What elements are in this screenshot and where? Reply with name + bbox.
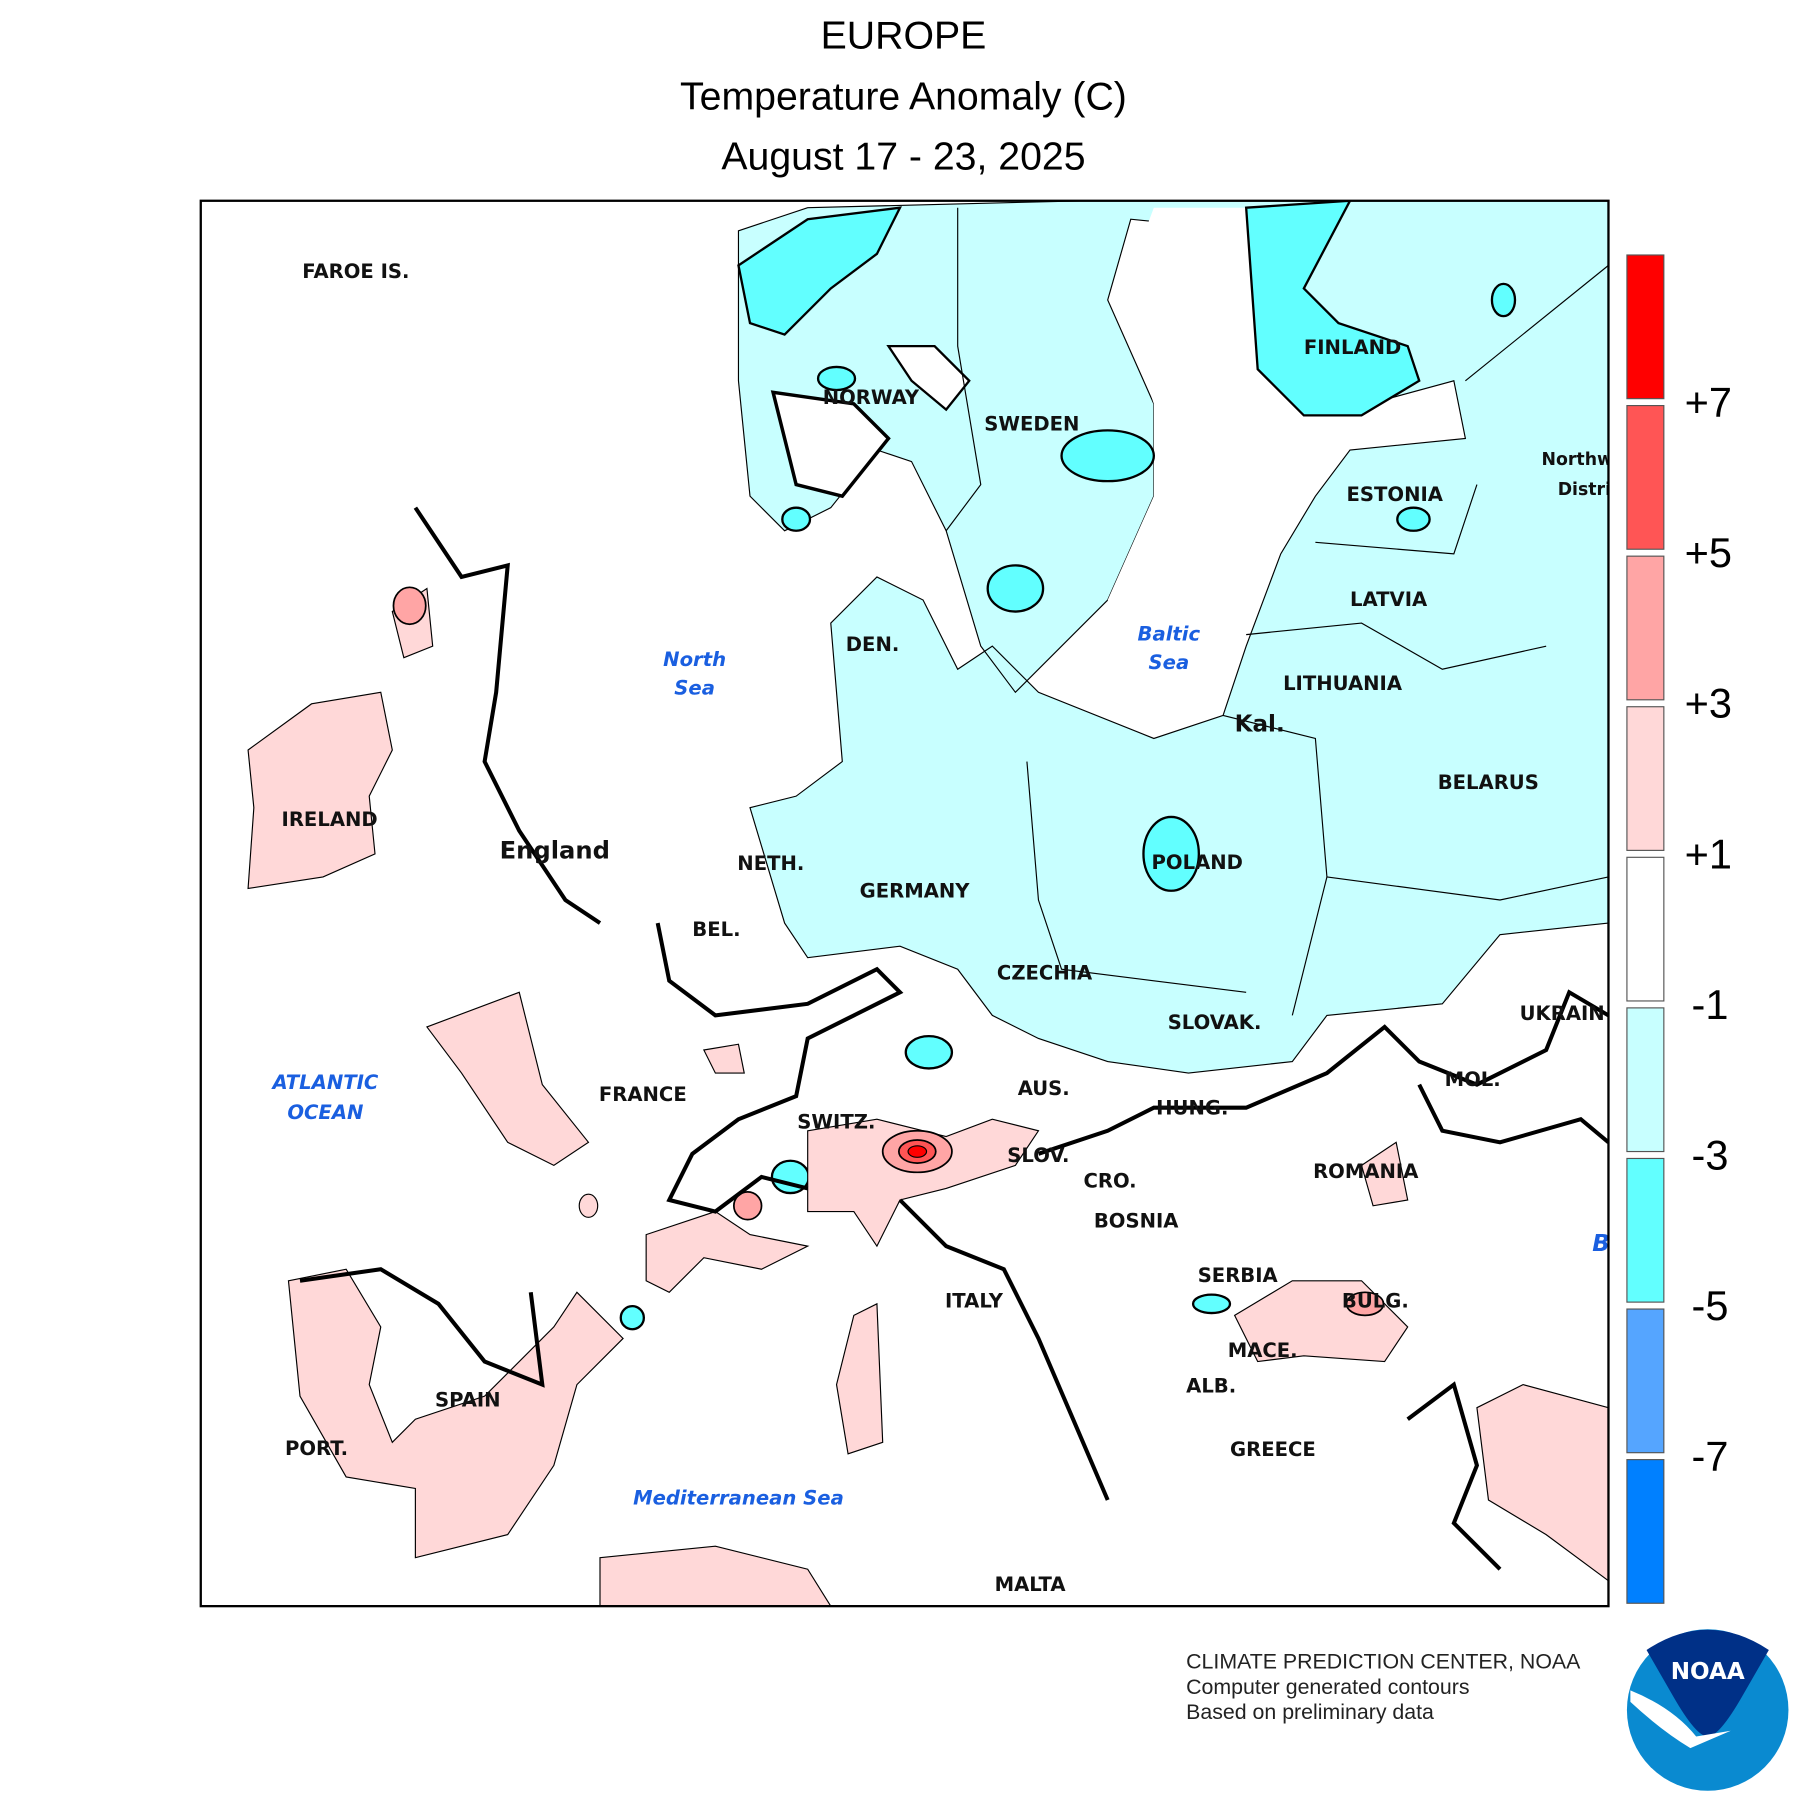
label-slovakia: SLOVAK. [1168, 1011, 1262, 1034]
white-finland-strip [1107, 207, 1258, 647]
legend-swatch [1626, 1007, 1665, 1153]
legend-label: -5 [1692, 1282, 1729, 1329]
label-italy: ITALY [945, 1289, 1004, 1312]
label-moldova: MOL. [1445, 1068, 1501, 1091]
label-norway: NORWAY [823, 386, 920, 409]
white-norway-patch [886, 344, 971, 412]
cold-patches [619, 200, 1517, 1342]
label-sweden: SWEDEN [984, 412, 1079, 435]
label-slovenia: SLOV. [1007, 1144, 1069, 1167]
label-baltic-sea-1: Baltic [1138, 622, 1201, 645]
label-portugal: PORT. [285, 1437, 348, 1460]
legend-swatch [1626, 254, 1665, 400]
legend-label: +3 [1685, 680, 1732, 727]
label-albania: ALB. [1186, 1375, 1236, 1398]
label-ukraine: UKRAIN [1520, 1002, 1605, 1025]
map-area: FAROE IS. NORWAY SWEDEN FINLAND ESTONIA … [200, 200, 1613, 1607]
map-labels: FAROE IS. NORWAY SWEDEN FINLAND ESTONIA … [270, 260, 1613, 1596]
label-northwest: Northw [1542, 450, 1613, 470]
contour-lines [299, 506, 1609, 1571]
label-baltic-sea-2: Sea [1149, 651, 1190, 674]
label-mediterranean: Mediterranean Sea [633, 1487, 844, 1510]
noaa-logo: NOAA [1626, 1629, 1789, 1791]
label-france: FRANCE [599, 1083, 687, 1106]
label-romania: ROMANIA [1313, 1160, 1419, 1183]
footer-note-contours: Computer generated contours [1186, 1675, 1469, 1699]
label-bulgaria: BULG. [1342, 1289, 1409, 1312]
label-atlantic-1: ATLANTIC [270, 1071, 378, 1094]
legend-label: -3 [1692, 1131, 1729, 1178]
color-legend: +7 +5 +3 +1 -1 -3 -5 -7 [1626, 254, 1732, 1604]
title-region: EUROPE [821, 13, 987, 57]
white-norway-patch2 [770, 390, 891, 499]
noaa-logo-text: NOAA [1671, 1659, 1745, 1685]
label-macedonia: MACE. [1228, 1339, 1298, 1362]
label-serbia: SERBIA [1198, 1264, 1279, 1287]
legend-label: +5 [1685, 529, 1732, 576]
label-north-sea-2: Sea [674, 677, 715, 700]
legend-label: -1 [1692, 981, 1729, 1028]
legend-swatch [1626, 555, 1665, 701]
label-north-sea-1: North [663, 648, 726, 671]
label-croatia: CRO. [1083, 1169, 1136, 1192]
label-latvia: LATVIA [1350, 588, 1428, 611]
label-hungary: HUNG. [1156, 1097, 1228, 1120]
label-malta: MALTA [995, 1573, 1067, 1596]
label-black-sea: B [1592, 1231, 1610, 1257]
warm-patches [247, 587, 1609, 1607]
country-borders [945, 207, 1609, 1016]
legend-swatch [1626, 706, 1665, 851]
legend-label: +1 [1685, 830, 1732, 877]
label-spain: SPAIN [435, 1389, 501, 1412]
legend-label: -7 [1692, 1433, 1729, 1480]
label-greece: GREECE [1230, 1438, 1316, 1461]
label-bosnia: BOSNIA [1094, 1210, 1179, 1233]
label-denmark: DEN. [846, 633, 900, 656]
title-dates: August 17 - 23, 2025 [721, 135, 1085, 179]
label-netherlands: NETH. [737, 852, 804, 875]
label-austria: AUS. [1018, 1077, 1070, 1100]
legend-swatch [1626, 1459, 1665, 1604]
legend-label: +7 [1685, 379, 1732, 426]
label-kaliningrad: Kal. [1235, 712, 1285, 738]
legend-swatch [1626, 1157, 1665, 1303]
extreme-hot-patch [907, 1145, 928, 1158]
label-ireland: IRELAND [282, 808, 378, 831]
label-faroe: FAROE IS. [302, 260, 409, 283]
label-germany: GERMANY [860, 880, 971, 903]
label-finland: FINLAND [1304, 336, 1401, 359]
label-switzerland: SWITZ. [797, 1110, 875, 1133]
cool-region-north [737, 200, 1609, 1074]
label-atlantic-2: OCEAN [287, 1101, 363, 1124]
legend-swatch [1626, 856, 1665, 1002]
label-estonia: ESTONIA [1347, 483, 1444, 506]
map-frame [199, 199, 1610, 1608]
label-belgium: BEL. [692, 918, 740, 941]
label-england: England [500, 836, 610, 864]
footer-note-data: Based on preliminary data [1186, 1700, 1434, 1724]
label-district: Distri [1558, 480, 1611, 500]
label-lithuania: LITHUANIA [1283, 672, 1403, 695]
label-belarus: BELARUS [1438, 771, 1539, 794]
legend-swatch [1626, 1308, 1665, 1454]
legend-swatch [1626, 405, 1665, 550]
title-variable: Temperature Anomaly (C) [680, 75, 1127, 119]
label-poland: POLAND [1152, 851, 1243, 874]
label-czechia: CZECHIA [997, 962, 1093, 985]
footer-credit: CLIMATE PREDICTION CENTER, NOAA [1186, 1649, 1581, 1673]
